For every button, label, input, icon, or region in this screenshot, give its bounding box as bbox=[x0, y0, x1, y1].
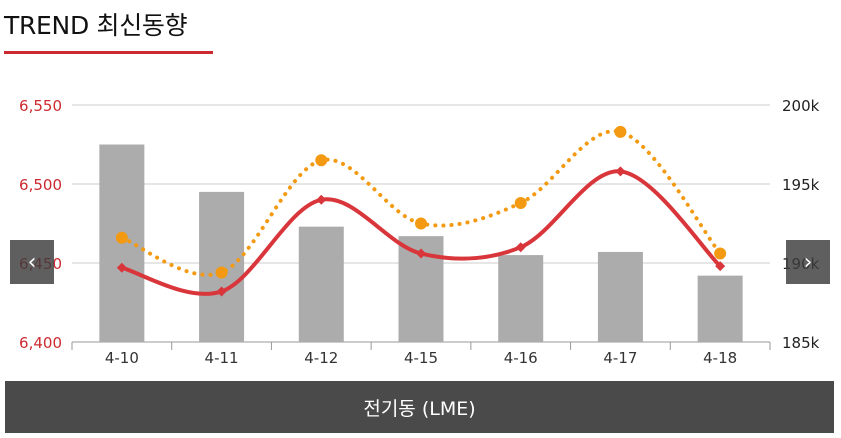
x-tick-label: 4-16 bbox=[504, 349, 538, 367]
point-circle bbox=[215, 266, 228, 279]
x-tick-label: 4-15 bbox=[404, 349, 438, 367]
bar bbox=[498, 255, 544, 342]
x-tick-label: 4-12 bbox=[304, 349, 338, 367]
page-title: TREND 최신동향 bbox=[4, 11, 188, 40]
chart-caption-bar: 전기동 (LME) bbox=[5, 381, 834, 433]
point-circle bbox=[415, 217, 427, 230]
x-tick-label: 4-11 bbox=[205, 349, 239, 367]
point-diamond bbox=[116, 262, 127, 273]
bar bbox=[597, 251, 643, 342]
point-diamond bbox=[316, 194, 327, 205]
x-tick-label: 4-18 bbox=[703, 349, 737, 367]
right-tick-label: 200k bbox=[782, 97, 820, 115]
point-circle bbox=[714, 247, 727, 260]
left-tick-label: 6,400 bbox=[19, 334, 62, 352]
chart-caption: 전기동 (LME) bbox=[363, 397, 476, 420]
title-underline bbox=[4, 51, 213, 54]
x-tick-label: 4-17 bbox=[603, 349, 637, 367]
left-tick-label: 6,550 bbox=[19, 97, 62, 115]
point-circle bbox=[614, 125, 627, 138]
right-tick-label: 195k bbox=[782, 176, 820, 194]
chevron-left-icon[interactable]: ‹ bbox=[10, 240, 54, 284]
point-circle bbox=[315, 154, 328, 167]
point-diamond bbox=[515, 242, 526, 253]
point-diamond bbox=[216, 286, 227, 297]
bar bbox=[298, 226, 344, 342]
point-circle bbox=[115, 231, 128, 244]
point-diamond bbox=[615, 166, 626, 177]
trend-chart: 6,4006,4506,5006,550185k190k195k200k4-10… bbox=[19, 97, 820, 367]
right-tick-label: 185k bbox=[782, 334, 820, 352]
point-diamond bbox=[416, 248, 426, 259]
x-tick-label: 4-10 bbox=[105, 349, 139, 367]
chevron-right-icon[interactable]: › bbox=[786, 240, 830, 284]
point-circle bbox=[514, 196, 527, 209]
bar bbox=[697, 275, 743, 342]
left-tick-label: 6,500 bbox=[19, 176, 62, 194]
point-diamond bbox=[715, 261, 726, 272]
